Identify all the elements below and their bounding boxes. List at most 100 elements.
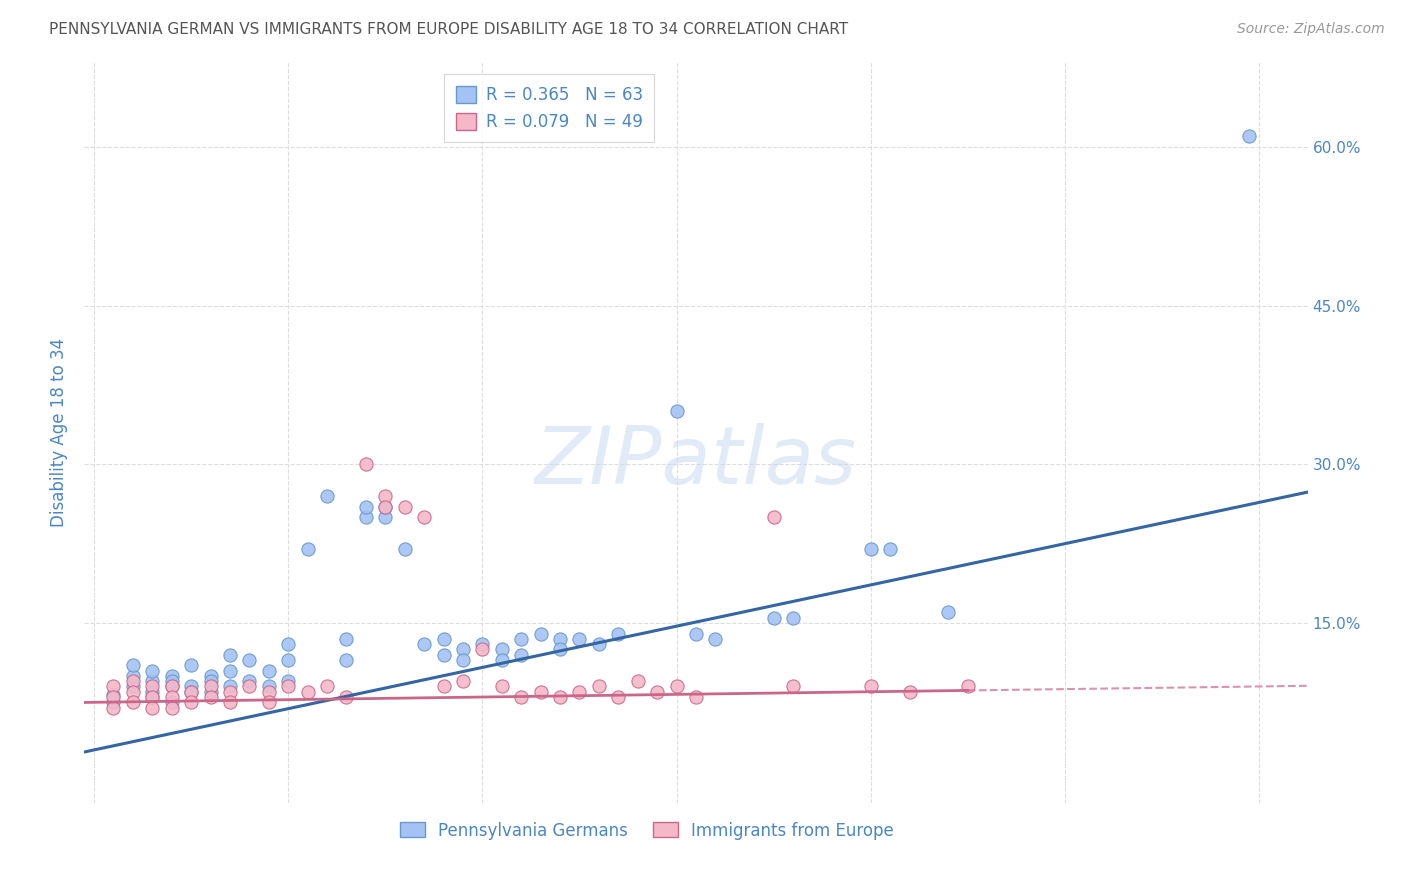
Point bbox=[588, 637, 610, 651]
Point bbox=[180, 685, 202, 699]
Point bbox=[898, 685, 921, 699]
Point bbox=[277, 680, 299, 694]
Point bbox=[219, 695, 242, 709]
Point bbox=[219, 664, 242, 678]
Point bbox=[354, 510, 377, 524]
Point bbox=[122, 695, 145, 709]
Point bbox=[160, 690, 183, 704]
Point bbox=[374, 489, 396, 503]
Point bbox=[103, 690, 125, 704]
Point bbox=[413, 510, 436, 524]
Point bbox=[354, 500, 377, 514]
Point bbox=[141, 685, 163, 699]
Point bbox=[160, 680, 183, 694]
Point bbox=[141, 690, 163, 704]
Point bbox=[277, 674, 299, 689]
Point bbox=[122, 680, 145, 694]
Point bbox=[141, 680, 163, 694]
Point bbox=[782, 680, 804, 694]
Point bbox=[219, 685, 242, 699]
Point bbox=[257, 680, 280, 694]
Point bbox=[257, 664, 280, 678]
Point bbox=[451, 642, 474, 657]
Point bbox=[297, 685, 319, 699]
Point bbox=[432, 648, 454, 662]
Point bbox=[471, 642, 494, 657]
Point bbox=[510, 690, 533, 704]
Point bbox=[160, 695, 183, 709]
Point bbox=[568, 685, 591, 699]
Point bbox=[762, 510, 785, 524]
Point bbox=[160, 674, 183, 689]
Point bbox=[685, 626, 707, 640]
Point bbox=[335, 632, 357, 646]
Point bbox=[180, 658, 202, 673]
Point bbox=[257, 695, 280, 709]
Point bbox=[122, 674, 145, 689]
Text: Source: ZipAtlas.com: Source: ZipAtlas.com bbox=[1237, 22, 1385, 37]
Point bbox=[394, 500, 416, 514]
Point bbox=[160, 680, 183, 694]
Point bbox=[665, 404, 688, 418]
Point bbox=[938, 606, 960, 620]
Point bbox=[859, 680, 882, 694]
Point bbox=[257, 685, 280, 699]
Y-axis label: Disability Age 18 to 34: Disability Age 18 to 34 bbox=[51, 338, 69, 527]
Point bbox=[548, 690, 571, 704]
Point bbox=[548, 632, 571, 646]
Point bbox=[374, 500, 396, 514]
Point bbox=[277, 637, 299, 651]
Point bbox=[374, 500, 396, 514]
Point bbox=[645, 685, 668, 699]
Point bbox=[859, 541, 882, 556]
Point bbox=[451, 653, 474, 667]
Point bbox=[141, 674, 163, 689]
Point bbox=[510, 648, 533, 662]
Point bbox=[200, 685, 222, 699]
Point bbox=[141, 664, 163, 678]
Point bbox=[782, 611, 804, 625]
Point bbox=[548, 642, 571, 657]
Point bbox=[704, 632, 727, 646]
Point bbox=[103, 680, 125, 694]
Point bbox=[200, 680, 222, 694]
Point bbox=[471, 637, 494, 651]
Point bbox=[956, 680, 979, 694]
Point bbox=[510, 632, 533, 646]
Point bbox=[160, 669, 183, 683]
Point bbox=[665, 680, 688, 694]
Point bbox=[588, 680, 610, 694]
Point bbox=[200, 690, 222, 704]
Text: ZIPatlas: ZIPatlas bbox=[534, 423, 858, 501]
Point bbox=[122, 685, 145, 699]
Point bbox=[491, 680, 513, 694]
Point bbox=[491, 642, 513, 657]
Point bbox=[219, 648, 242, 662]
Point bbox=[627, 674, 650, 689]
Point bbox=[238, 680, 260, 694]
Point bbox=[238, 674, 260, 689]
Point bbox=[141, 700, 163, 714]
Point bbox=[432, 680, 454, 694]
Point bbox=[685, 690, 707, 704]
Legend: R = 0.365   N = 63, R = 0.079   N = 49: R = 0.365 N = 63, R = 0.079 N = 49 bbox=[444, 74, 654, 143]
Point bbox=[219, 680, 242, 694]
Point bbox=[568, 632, 591, 646]
Point bbox=[238, 653, 260, 667]
Point bbox=[277, 653, 299, 667]
Point bbox=[335, 653, 357, 667]
Point bbox=[200, 669, 222, 683]
Point bbox=[160, 700, 183, 714]
Point bbox=[103, 695, 125, 709]
Point bbox=[141, 690, 163, 704]
Point bbox=[335, 690, 357, 704]
Point bbox=[451, 674, 474, 689]
Point bbox=[122, 669, 145, 683]
Point bbox=[1239, 129, 1261, 144]
Point bbox=[491, 653, 513, 667]
Point bbox=[122, 658, 145, 673]
Point bbox=[607, 626, 630, 640]
Point bbox=[316, 489, 339, 503]
Point bbox=[180, 695, 202, 709]
Point bbox=[354, 458, 377, 472]
